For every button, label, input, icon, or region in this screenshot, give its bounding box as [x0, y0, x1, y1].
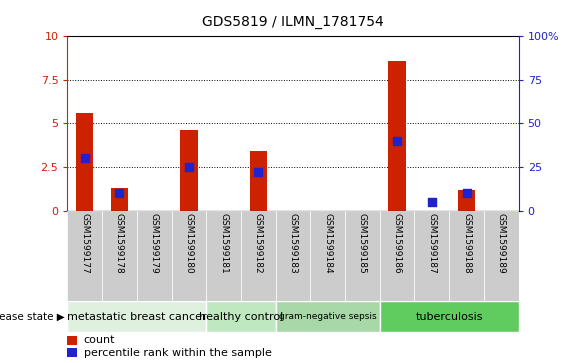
- Point: [393, 138, 402, 144]
- Text: GSM1599181: GSM1599181: [219, 213, 228, 274]
- Text: metastatic breast cancer: metastatic breast cancer: [67, 312, 207, 322]
- Bar: [137, 211, 172, 301]
- Text: disease state ▶: disease state ▶: [0, 312, 64, 322]
- Text: percentile rank within the sample: percentile rank within the sample: [84, 348, 271, 358]
- Bar: [241, 211, 275, 301]
- Bar: [345, 211, 380, 301]
- Bar: [484, 211, 519, 301]
- Bar: [389, 61, 406, 211]
- Point: [427, 199, 437, 205]
- Text: GSM1599186: GSM1599186: [393, 213, 401, 274]
- Point: [462, 190, 471, 196]
- Text: GSM1599187: GSM1599187: [427, 213, 437, 274]
- Text: GSM1599180: GSM1599180: [185, 213, 193, 274]
- Text: GSM1599183: GSM1599183: [288, 213, 298, 274]
- Text: GSM1599182: GSM1599182: [254, 213, 263, 274]
- Text: healthy control: healthy control: [199, 312, 283, 322]
- Bar: [76, 113, 93, 211]
- Text: GSM1599188: GSM1599188: [462, 213, 471, 274]
- Bar: [172, 211, 206, 301]
- Text: gram-negative sepsis: gram-negative sepsis: [279, 312, 377, 321]
- Bar: [102, 211, 137, 301]
- Point: [254, 169, 263, 175]
- Bar: [67, 211, 102, 301]
- Bar: [206, 211, 241, 301]
- Point: [115, 190, 124, 196]
- Bar: [67, 348, 77, 357]
- Bar: [111, 188, 128, 211]
- Bar: [414, 211, 449, 301]
- Bar: [67, 336, 77, 344]
- Bar: [380, 301, 519, 332]
- Text: GSM1599184: GSM1599184: [323, 213, 332, 274]
- Bar: [67, 301, 206, 332]
- Text: GSM1599179: GSM1599179: [149, 213, 159, 274]
- Bar: [449, 211, 484, 301]
- Text: GSM1599189: GSM1599189: [497, 213, 506, 274]
- Bar: [180, 130, 197, 211]
- Point: [80, 155, 90, 161]
- Text: GSM1599185: GSM1599185: [358, 213, 367, 274]
- Bar: [380, 211, 414, 301]
- Bar: [250, 151, 267, 211]
- Text: tuberculosis: tuberculosis: [415, 312, 483, 322]
- Text: GSM1599177: GSM1599177: [80, 213, 89, 274]
- Text: count: count: [84, 335, 115, 345]
- Point: [184, 164, 193, 170]
- Bar: [275, 211, 311, 301]
- Bar: [206, 301, 275, 332]
- Text: GDS5819 / ILMN_1781754: GDS5819 / ILMN_1781754: [202, 15, 384, 29]
- Bar: [311, 211, 345, 301]
- Bar: [458, 189, 475, 211]
- Bar: [275, 301, 380, 332]
- Text: GSM1599178: GSM1599178: [115, 213, 124, 274]
